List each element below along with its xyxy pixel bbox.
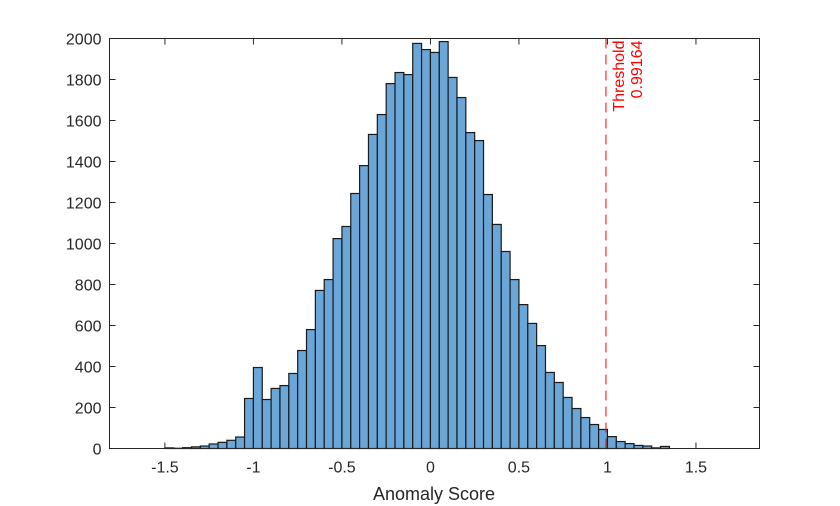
y-tick-label: 1000 [66,237,102,254]
histogram-bar [474,139,485,450]
y-tick-label: 400 [75,360,102,377]
histogram-bar [615,440,626,450]
histogram-bar [288,372,299,450]
threshold-label: Threshold [611,41,628,112]
histogram-bar [376,113,387,450]
x-tick-label: 1 [603,460,612,477]
histogram-bar [518,303,529,450]
histogram-bar [208,443,219,450]
histogram-bar [217,441,228,450]
histogram-bar [367,133,378,450]
histogram-bar [314,289,325,450]
y-tick-label: 200 [75,401,102,418]
y-tick-label: 600 [75,319,102,336]
histogram-bar [243,397,255,450]
histogram-bar [589,423,600,450]
x-tick-label: 1.5 [685,460,707,477]
histogram-bar [536,344,547,450]
y-tick-label: 1800 [66,73,102,90]
histogram-bar [305,329,316,450]
histogram-bar [412,42,423,450]
y-tick-label: 2000 [66,32,102,49]
histogram-bar [429,51,440,450]
histogram-bar [359,165,370,450]
histogram-bar [544,371,555,450]
x-axis: -1.5 -1 -0.5 0 0.5 1 1.5 [151,38,707,477]
histogram-bar [580,416,591,450]
histogram-bar [562,396,573,450]
y-tick-label: 1600 [66,114,102,131]
histogram-bar [482,193,493,450]
histogram-bar [341,225,352,450]
histogram-bar [571,407,582,450]
threshold-annotation: Threshold 0.99164 [611,40,646,111]
y-tick-label: 1200 [66,196,102,213]
x-tick-label: -0.5 [328,460,356,477]
x-tick-label: -1 [246,460,260,477]
histogram-bar [438,40,449,450]
histogram-bar [385,82,396,450]
histogram-bar [297,349,308,450]
histogram-bar [323,278,334,450]
histogram-bar [527,322,538,450]
histogram-bar [465,131,476,450]
y-tick-label: 1400 [66,155,102,172]
histogram-bar [350,192,361,450]
x-tick-label: -1.5 [151,460,179,477]
histogram-bars [164,40,670,450]
histogram-bar [394,71,405,450]
x-axis-label: Anomaly Score [373,484,495,504]
x-tick-label: 0.5 [508,460,530,477]
histogram-bar [261,398,272,450]
histogram-bar [491,223,502,450]
histogram-bar [279,384,290,450]
y-tick-label: 0 [93,442,102,459]
histogram-bar [509,278,520,450]
histogram-bar [456,96,467,450]
y-axis: 0 200 400 600 800 1000 1200 1400 1600 1800 2000 [66,32,760,459]
histogram-bar [624,442,635,450]
x-tick-label: 0 [426,460,435,477]
histogram-bar [332,237,343,450]
histogram-bar [606,436,617,450]
y-tick-label: 800 [75,278,102,295]
histogram-bar [252,366,263,450]
histogram-bar [403,73,414,450]
histogram-bar [553,381,564,450]
histogram-bar [226,439,237,450]
histogram-bar [420,48,432,450]
histogram-bar [235,436,246,450]
threshold-value: 0.99164 [629,40,646,98]
histogram-bar [270,387,281,450]
histogram-bar [447,76,458,450]
histogram-bar [500,250,511,450]
